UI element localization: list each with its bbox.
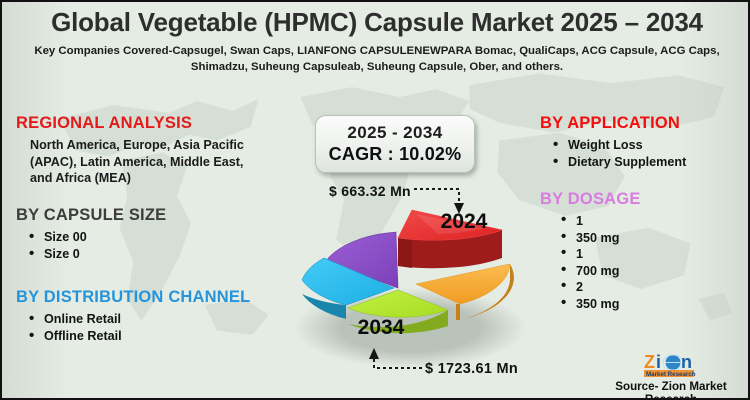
key-companies-text: Key Companies Covered-Capsugel, Swan Cap… <box>34 45 720 73</box>
by-distribution-channel-heading: BY DISTRIBUTION CHANNEL <box>16 287 251 306</box>
list-item: Online Retail <box>29 310 266 328</box>
section-by-capsule-size: BY CAPSULE SIZE Size 00 Size 0 <box>16 206 266 263</box>
header: Global Vegetable (HPMC) Capsule Market 2… <box>2 2 748 75</box>
cagr-value: CAGR : 10.02% <box>328 144 462 164</box>
section-regional-analysis: REGIONAL ANALYSIS North America, Europe,… <box>16 114 266 187</box>
base-year-value: $ 663.32 Mn <box>329 183 411 199</box>
source-attribution: Source- Zion Market Research <box>615 380 727 400</box>
by-application-heading: BY APPLICATION <box>540 114 681 132</box>
by-capsule-size-list: Size 00 Size 0 <box>16 228 266 263</box>
by-dosage-heading: BY DOSAGE <box>540 190 641 208</box>
section-by-application: BY APPLICATION Weight Loss Dietary Suppl… <box>540 114 748 171</box>
list-item: Dietary Supplement <box>553 153 748 171</box>
list-item: 350 mg <box>561 295 748 313</box>
list-item: 2 <box>561 278 748 296</box>
list-item: Size 0 <box>29 245 266 263</box>
list-item: 350 mg <box>561 229 748 247</box>
pie-slice-cyan <box>301 257 395 319</box>
by-application-list: Weight Loss Dietary Supplement <box>540 136 748 171</box>
spacer <box>16 187 266 206</box>
logo-tagline: Market Research <box>646 371 696 378</box>
cagr-callout-box: 2025 - 2034 CAGR : 10.02% <box>315 115 475 173</box>
spacer <box>16 263 266 288</box>
by-distribution-channel-list: Online Retail Offline Retail <box>16 310 266 345</box>
list-item: 700 mg <box>561 262 748 280</box>
pie-slice-red-2024 <box>397 209 504 269</box>
section-by-distribution-channel: BY DISTRIBUTION CHANNEL Online Retail Of… <box>16 288 266 345</box>
by-capsule-size-heading: BY CAPSULE SIZE <box>16 205 167 224</box>
logo-z-letter: Z <box>644 352 655 372</box>
pie-slice-orange <box>415 263 514 320</box>
logo-i-letter: i <box>656 352 661 372</box>
list-item: Weight Loss <box>553 136 748 154</box>
left-column: REGIONAL ANALYSIS North America, Europe,… <box>16 114 266 345</box>
regional-analysis-heading: REGIONAL ANALYSIS <box>16 114 193 132</box>
regional-analysis-text: North America, Europe, Asia Pacific (APA… <box>30 138 244 185</box>
forecast-year-value: $ 1723.61 Mn <box>425 361 519 377</box>
market-size-pie-chart: 2024 2034 <box>294 209 526 368</box>
list-item: Offline Retail <box>29 327 266 345</box>
pie-slice-green <box>347 289 449 334</box>
spacer <box>540 171 748 190</box>
pie-label-2034: 2034 <box>358 316 405 339</box>
list-item: 1 <box>561 212 748 230</box>
list-item: 1 <box>561 245 748 263</box>
section-by-dosage: BY DOSAGE 1 350 mg 1 700 mg 2 350 mg <box>540 190 748 313</box>
by-dosage-list: 1 350 mg 1 700 mg 2 350 mg <box>540 212 748 313</box>
right-column: BY APPLICATION Weight Loss Dietary Suppl… <box>540 114 748 313</box>
zion-market-research-logo: Z i n Market Research <box>644 352 696 378</box>
logo-n-letter: n <box>681 352 692 372</box>
list-item: Size 00 <box>29 228 266 246</box>
page-title: Global Vegetable (HPMC) Capsule Market 2… <box>51 7 703 37</box>
cagr-period: 2025 - 2034 <box>347 123 443 142</box>
pie-label-2024: 2024 <box>441 210 488 233</box>
logo-tagline-bar <box>644 370 694 377</box>
